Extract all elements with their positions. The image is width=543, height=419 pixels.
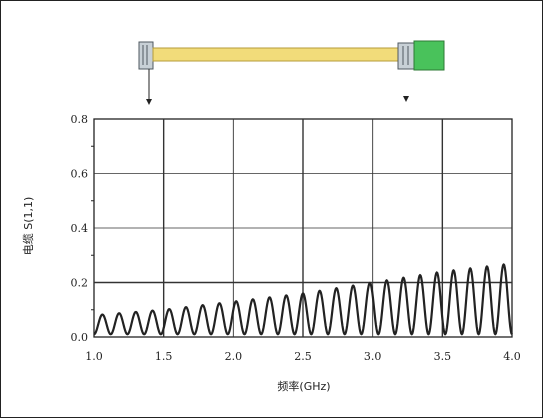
right-marker-arrow <box>403 96 409 102</box>
left-marker-arrow <box>146 99 152 105</box>
cable-body <box>152 47 399 62</box>
y-tick-label: 0.6 <box>71 168 89 181</box>
x-tick-label: 4.0 <box>503 350 521 363</box>
y-axis-label: 电缆 S(1,1) <box>22 197 35 256</box>
y-tick-label: 0.4 <box>71 222 89 235</box>
right-connector <box>397 42 415 70</box>
y-tick-label: 0.0 <box>71 331 89 344</box>
x-tick-label: 2.0 <box>225 350 243 363</box>
x-axis-label: 频率(GHz) <box>277 379 330 393</box>
x-tick-label: 2.5 <box>294 350 312 363</box>
load-block <box>413 40 445 71</box>
cable-illustration <box>138 40 445 105</box>
x-tick-label: 1.5 <box>155 350 173 363</box>
y-tick-label: 0.2 <box>71 277 89 290</box>
cable-s11-line <box>93 263 513 336</box>
chart-grid <box>93 118 513 338</box>
chart-ticks: 0.0 0.2 0.4 0.6 0.8 1.0 1.5 2.0 2.5 3.0 3.5 4.0 <box>71 113 521 363</box>
x-tick-label: 1.0 <box>85 350 103 363</box>
left-connector <box>138 41 154 70</box>
x-tick-label: 3.5 <box>434 350 452 363</box>
y-tick-label: 0.8 <box>71 113 89 126</box>
x-tick-label: 3.0 <box>364 350 382 363</box>
chart-series <box>93 263 513 336</box>
